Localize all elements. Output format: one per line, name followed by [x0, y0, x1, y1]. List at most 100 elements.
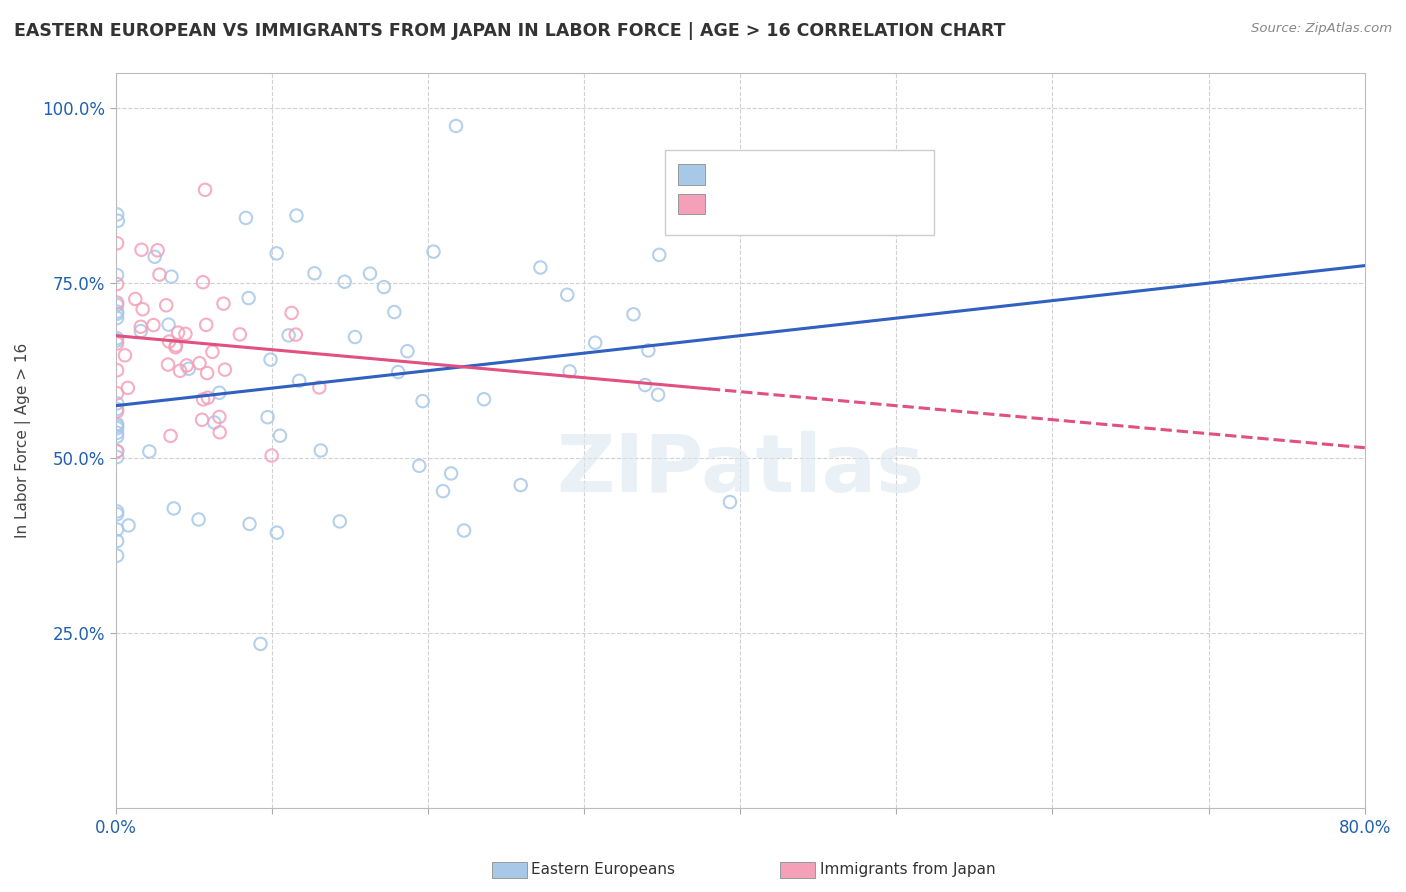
- Point: [187, 512, 209, 526]
- Point: [117, 518, 139, 533]
- Point: [266, 246, 288, 260]
- Point: [288, 374, 311, 388]
- Point: [146, 244, 169, 258]
- Point: [432, 484, 454, 499]
- Point: [509, 478, 531, 492]
- Point: [238, 291, 260, 305]
- Point: [260, 449, 283, 463]
- FancyBboxPatch shape: [678, 194, 706, 214]
- Point: [333, 275, 356, 289]
- Point: [105, 304, 128, 318]
- Point: [637, 343, 659, 358]
- Point: [124, 292, 146, 306]
- Point: [148, 268, 170, 282]
- Text: N = 76: N = 76: [837, 163, 903, 178]
- Point: [285, 209, 308, 223]
- Point: [105, 549, 128, 563]
- Point: [396, 344, 419, 359]
- Point: [235, 211, 257, 225]
- Point: [343, 330, 366, 344]
- Point: [105, 386, 128, 401]
- Point: [105, 268, 128, 282]
- Point: [129, 324, 152, 338]
- Point: [105, 331, 128, 345]
- Point: [529, 260, 551, 275]
- Point: [105, 207, 128, 221]
- Y-axis label: In Labor Force | Age > 16: In Labor Force | Age > 16: [15, 343, 31, 539]
- Point: [169, 364, 191, 378]
- Point: [444, 119, 467, 133]
- Point: [114, 348, 136, 362]
- Point: [105, 421, 128, 435]
- Point: [308, 380, 330, 394]
- Point: [229, 327, 252, 342]
- Point: [105, 336, 128, 351]
- Point: [634, 378, 657, 392]
- Point: [197, 391, 219, 405]
- Point: [105, 450, 128, 464]
- Point: [105, 417, 128, 431]
- Point: [249, 637, 271, 651]
- Point: [583, 335, 606, 350]
- Point: [177, 361, 200, 376]
- Point: [105, 523, 128, 537]
- Point: [105, 307, 128, 321]
- Point: [105, 295, 128, 310]
- Point: [143, 250, 166, 264]
- Point: [195, 366, 218, 380]
- Point: [214, 362, 236, 376]
- Text: N = 45: N = 45: [837, 193, 903, 208]
- Point: [623, 307, 645, 321]
- Point: [105, 311, 128, 326]
- Text: R = -0.169: R = -0.169: [717, 193, 804, 208]
- Point: [191, 413, 214, 427]
- Point: [157, 318, 180, 332]
- Point: [304, 266, 326, 280]
- Point: [472, 392, 495, 407]
- Point: [105, 298, 128, 312]
- Point: [194, 183, 217, 197]
- Point: [195, 318, 218, 332]
- Point: [165, 338, 187, 352]
- Point: [256, 410, 278, 425]
- Point: [105, 236, 128, 251]
- Point: [160, 269, 183, 284]
- Point: [373, 280, 395, 294]
- Point: [105, 429, 128, 443]
- Point: [191, 392, 214, 407]
- Point: [208, 385, 231, 400]
- Point: [412, 394, 434, 409]
- Point: [191, 275, 214, 289]
- Point: [131, 243, 153, 257]
- Point: [259, 352, 281, 367]
- Point: [105, 504, 128, 518]
- Point: [117, 381, 139, 395]
- Point: [157, 334, 180, 349]
- Point: [155, 298, 177, 312]
- Point: [408, 458, 430, 473]
- Point: [163, 501, 186, 516]
- Text: ZIPatlas: ZIPatlas: [555, 431, 924, 509]
- Text: EASTERN EUROPEAN VS IMMIGRANTS FROM JAPAN IN LABOR FORCE | AGE > 16 CORRELATION : EASTERN EUROPEAN VS IMMIGRANTS FROM JAPA…: [14, 22, 1005, 40]
- Point: [359, 267, 381, 281]
- Point: [453, 524, 475, 538]
- Point: [176, 359, 198, 373]
- Point: [718, 495, 741, 509]
- Point: [156, 358, 179, 372]
- Point: [382, 305, 405, 319]
- Point: [105, 507, 128, 521]
- Point: [107, 213, 129, 227]
- Point: [105, 363, 128, 377]
- Point: [105, 404, 128, 418]
- Point: [647, 387, 669, 401]
- Point: [159, 429, 181, 443]
- Text: Immigrants from Japan: Immigrants from Japan: [820, 863, 995, 877]
- Point: [269, 428, 291, 442]
- Point: [142, 318, 165, 332]
- Point: [309, 443, 332, 458]
- Point: [131, 302, 153, 317]
- Point: [105, 534, 128, 549]
- Point: [440, 467, 463, 481]
- Point: [201, 344, 224, 359]
- Point: [129, 319, 152, 334]
